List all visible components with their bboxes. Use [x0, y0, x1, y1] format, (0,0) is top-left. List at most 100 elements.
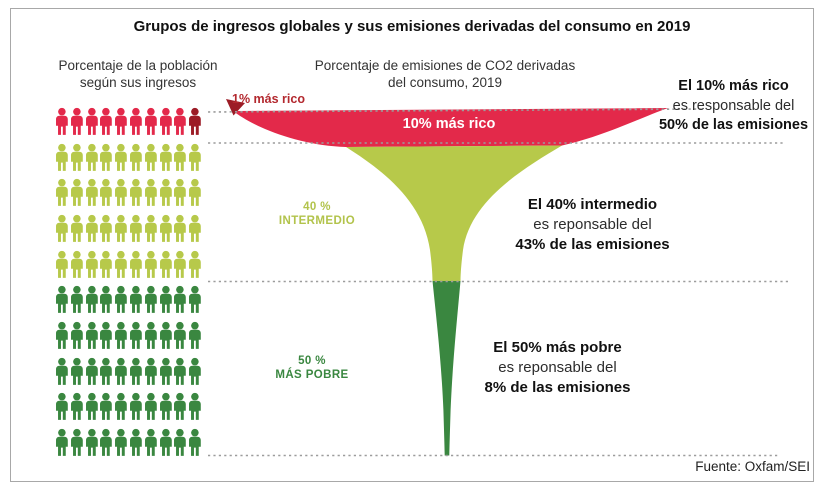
person-icon	[174, 143, 187, 171]
person-icon	[159, 285, 172, 313]
pictogram-row-rich	[55, 107, 202, 136]
person-icon	[56, 214, 68, 242]
person-icon	[115, 321, 127, 349]
person-icon	[100, 143, 113, 171]
pictogram-row-mid	[55, 214, 202, 243]
person-icon	[100, 321, 113, 349]
person-icon	[189, 178, 201, 206]
person-icon	[174, 107, 187, 135]
person-icon	[144, 143, 157, 171]
person-icon	[159, 250, 172, 278]
source-credit: Fuente: Oxfam/SEI	[695, 459, 810, 474]
funnel-label-rich: 10% más rico	[402, 116, 496, 132]
annotation-poor-line3: 8% de las emisiones	[484, 379, 631, 396]
person-icon	[144, 392, 157, 420]
person-icon	[189, 357, 201, 385]
person-icon	[85, 107, 98, 135]
population-column-header: Porcentaje de la población según sus ing…	[38, 57, 238, 91]
person-icon	[56, 285, 68, 313]
person-icon	[189, 285, 201, 313]
person-icon	[144, 107, 157, 135]
person-icon	[129, 107, 142, 135]
person-icon	[70, 321, 83, 349]
person-icon	[85, 285, 98, 313]
person-icon	[70, 392, 83, 420]
person-icon	[159, 214, 172, 242]
person-icon	[159, 143, 172, 171]
annotation-rich-line3: 50% de las emisiones	[658, 117, 809, 133]
person-icon	[56, 107, 68, 135]
person-icon	[189, 250, 201, 278]
pictogram-row-mid	[55, 143, 202, 172]
person-icon	[129, 214, 142, 242]
person-icon	[129, 250, 142, 278]
person-icon	[56, 357, 68, 385]
person-icon	[129, 392, 142, 420]
funnel-label-poor: 50 % MÁS POBRE	[264, 355, 360, 382]
annotation-mid-line3: 43% de las emisiones	[515, 236, 670, 253]
person-icon	[85, 214, 98, 242]
person-icon	[100, 250, 113, 278]
emissions-header-line1: Porcentaje de emisiones de CO2 derivadas	[314, 58, 576, 73]
person-icon	[174, 428, 187, 456]
person-icon	[70, 107, 83, 135]
person-icon	[189, 107, 201, 135]
person-icon	[100, 178, 113, 206]
person-icon	[144, 250, 157, 278]
person-icon	[174, 392, 187, 420]
pictogram-row-poor	[55, 285, 202, 314]
annotation-rich-line2: es responsable del	[672, 97, 795, 114]
person-icon	[144, 321, 157, 349]
annotation-rich: El 10% más rico es responsable del 50% d…	[641, 77, 826, 136]
person-icon	[100, 214, 113, 242]
person-icon	[115, 392, 127, 420]
emissions-column-header: Porcentaje de emisiones de CO2 derivadas…	[295, 57, 595, 91]
person-icon	[56, 428, 68, 456]
person-icon	[115, 250, 127, 278]
person-icon	[144, 178, 157, 206]
person-icon	[85, 357, 98, 385]
person-icon	[174, 285, 187, 313]
person-icon	[85, 321, 98, 349]
person-icon	[70, 357, 83, 385]
person-icon	[159, 107, 172, 135]
person-icon	[100, 107, 113, 135]
person-icon	[70, 285, 83, 313]
chart-title: Grupos de ingresos globales y sus emisio…	[133, 18, 691, 35]
person-icon	[85, 178, 98, 206]
funnel-label-mid-pct: 40 %	[303, 201, 331, 213]
person-icon	[159, 321, 172, 349]
annotation-mid-line2: es reponsable del	[533, 216, 652, 233]
pictogram-row-poor	[55, 321, 202, 350]
person-icon	[85, 143, 98, 171]
pictogram-row-poor	[55, 392, 202, 421]
pictogram-row-mid	[55, 178, 202, 207]
annotation-poor-line1: El 50% más pobre	[493, 339, 622, 356]
person-icon	[100, 428, 113, 456]
person-icon	[144, 214, 157, 242]
frame-border	[10, 8, 814, 482]
person-icon	[174, 250, 187, 278]
annotation-mid: El 40% intermedio es reponsable del 43% …	[495, 195, 690, 255]
person-icon	[85, 392, 98, 420]
person-icon	[189, 143, 201, 171]
person-icon	[144, 285, 157, 313]
person-icon	[144, 428, 157, 456]
person-icon	[115, 285, 127, 313]
annotation-poor: El 50% más pobre es reponsable del 8% de…	[460, 338, 655, 398]
population-header-line1: Porcentaje de la población	[58, 58, 218, 73]
funnel-label-poor-pct: 50 %	[298, 355, 326, 367]
person-icon	[129, 143, 142, 171]
pictogram-row-poor	[55, 357, 202, 386]
person-icon	[129, 321, 142, 349]
person-icon	[174, 214, 187, 242]
person-icon	[159, 178, 172, 206]
person-icon	[144, 357, 157, 385]
population-header-line2: según sus ingresos	[79, 75, 197, 90]
population-pictogram	[55, 107, 202, 459]
person-icon	[174, 357, 187, 385]
annotation-mid-line1: El 40% intermedio	[527, 196, 658, 213]
funnel-label-mid: 40 % INTERMEDIO	[269, 201, 365, 228]
person-icon	[115, 143, 127, 171]
